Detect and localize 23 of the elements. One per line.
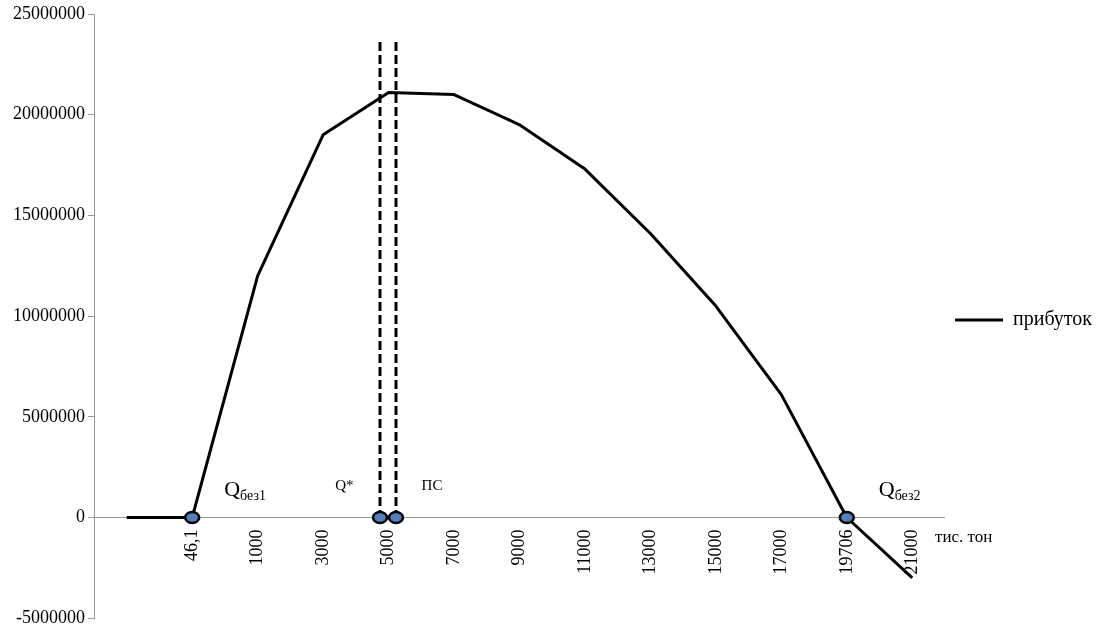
annotation: ПС bbox=[421, 476, 443, 493]
annotation: Q* bbox=[335, 476, 354, 493]
y-tick-label: 20000000 bbox=[13, 103, 85, 124]
x-tick-label: 46,1 bbox=[180, 529, 201, 561]
x-tick-label: 15000 bbox=[704, 529, 725, 575]
x-tick-label: 17000 bbox=[770, 529, 791, 575]
x-axis-title: тис. тон bbox=[934, 527, 993, 547]
x-tick-label: 19706 bbox=[835, 529, 856, 575]
legend-label: прибуток bbox=[1012, 307, 1093, 331]
x-tick-label: 1000 bbox=[246, 529, 267, 566]
y-tick-label: -5000000 bbox=[16, 606, 85, 627]
x-tick-label: 7000 bbox=[442, 529, 463, 566]
y-tick-label: 0 bbox=[76, 506, 85, 527]
y-tick-label: 25000000 bbox=[13, 2, 85, 23]
y-tick-label: 10000000 bbox=[13, 304, 85, 325]
x-tick-label: 13000 bbox=[639, 529, 660, 575]
x-tick-label: 5000 bbox=[377, 529, 398, 566]
x-tick-label: 9000 bbox=[508, 529, 529, 566]
x-tick-label: 3000 bbox=[311, 529, 332, 566]
y-tick-label: 5000000 bbox=[22, 405, 85, 426]
y-tick-label: 15000000 bbox=[13, 204, 85, 225]
x-tick-label: 11000 bbox=[573, 529, 594, 574]
x-tick-label: 21000 bbox=[900, 529, 921, 575]
